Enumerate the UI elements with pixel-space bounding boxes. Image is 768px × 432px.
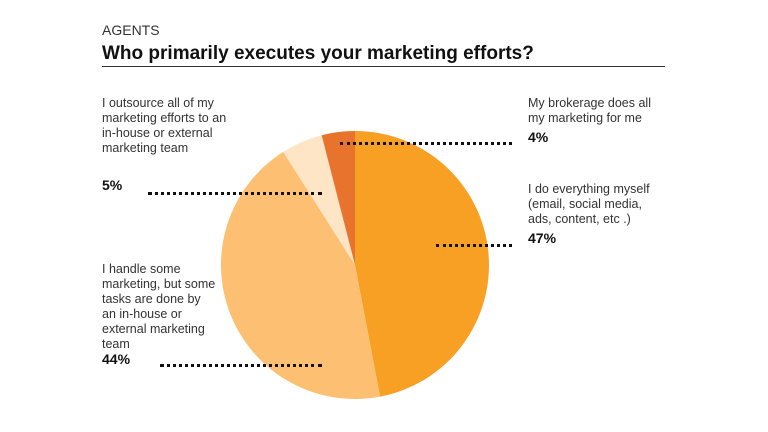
slice-myself <box>355 131 490 397</box>
slice-value-some: 44% <box>102 351 131 367</box>
slice-some <box>220 151 381 399</box>
chart-title: Who primarily executes your marketing ef… <box>102 43 534 64</box>
slice-value-myself: 47% <box>528 230 557 246</box>
slice-value-outsource: 5% <box>102 177 123 193</box>
slice-label-outsource: I outsource all of my marketing efforts … <box>102 96 227 155</box>
slice-label-some: I handle some marketing, but some tasks … <box>102 262 216 351</box>
slice-outsource <box>283 135 355 265</box>
leader-line-some <box>160 364 322 367</box>
leader-line-myself <box>436 244 512 247</box>
chart-supertitle: AGENTS <box>102 22 160 38</box>
title-divider <box>102 66 665 67</box>
leader-line-brokerage <box>340 142 512 145</box>
leader-line-outsource <box>148 192 322 195</box>
slice-brokerage <box>321 131 355 265</box>
slice-value-brokerage: 4% <box>528 129 549 145</box>
slice-label-brokerage: My brokerage does all my marketing for m… <box>528 96 651 125</box>
slice-label-myself: I do everything myself (email, social me… <box>528 182 650 226</box>
